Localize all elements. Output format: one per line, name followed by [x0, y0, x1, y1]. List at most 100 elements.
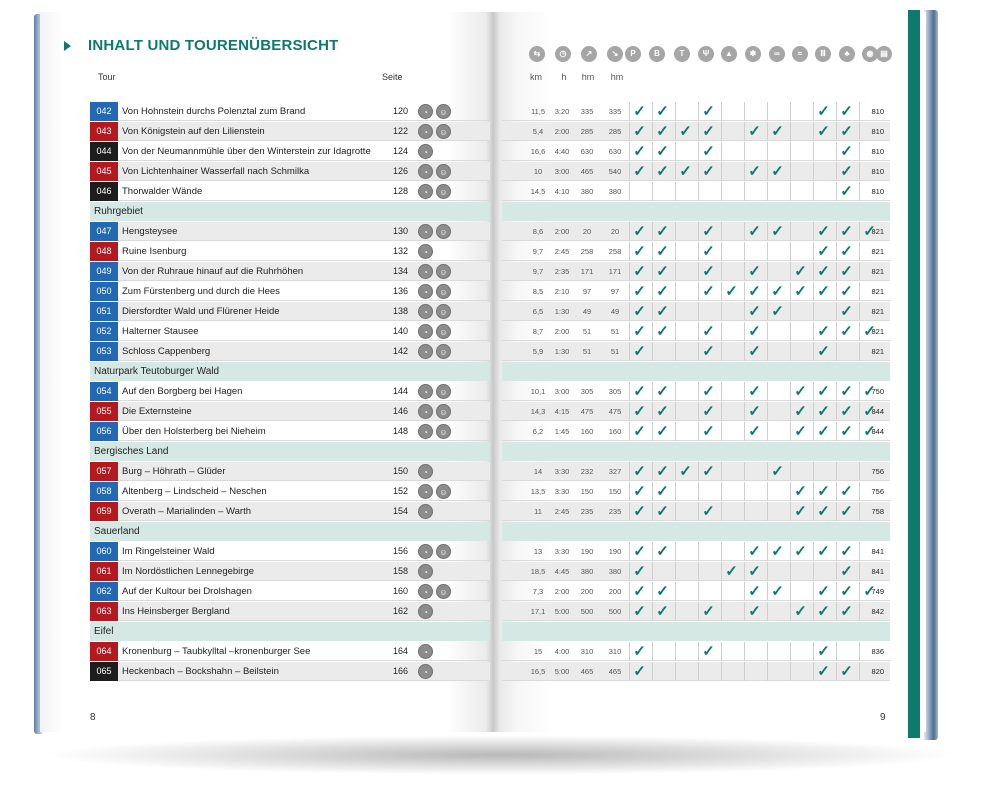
check-icon: ✓ [656, 323, 669, 340]
check-icon: ✓ [817, 103, 830, 120]
row-right: 10 3:00 465 540 ✓ ✓ ✓ ✓ ✓ ✓ ✓ 810 [502, 162, 890, 181]
cell-hours: 1:30 [554, 307, 570, 316]
check-cell [859, 582, 880, 601]
check-cell [675, 582, 696, 601]
check-cell [859, 142, 880, 161]
cell-descent: 310 [608, 647, 622, 656]
check-icon: ✓ [656, 123, 669, 140]
chapter-tab-bar [908, 10, 920, 738]
check-icon: ✓ [817, 263, 830, 280]
check-cell [675, 342, 696, 361]
check-cell [721, 282, 742, 301]
map-icon: ▤ [876, 46, 892, 62]
tour-page: 142 [392, 346, 408, 356]
check-cell [790, 182, 811, 201]
check-icon: ✓ [702, 643, 715, 660]
check-icon: ✓ [840, 663, 853, 680]
bus-icon: B [649, 46, 665, 62]
tour-page: 164 [392, 646, 408, 656]
cell-ascent: 97 [582, 287, 592, 296]
check-cell [721, 302, 742, 321]
kids-icon: ☺ [436, 404, 451, 419]
check-cell [836, 582, 857, 601]
cell-km: 14,5 [530, 187, 546, 196]
check-cell [859, 242, 880, 261]
check-cell [629, 142, 650, 161]
check-cell [629, 642, 650, 661]
table-row: 057 Burg – Höhrath – Glüder 150 ◔ 14 3:30 232 3… [0, 462, 1000, 482]
table-row: 058 Altenberg – Lindscheid – Neschen 152 ◔ ☺… [0, 482, 1000, 502]
tour-name: Von Königstein auf den Lilienstein [122, 126, 265, 137]
region-band-right [502, 442, 890, 461]
cell-descent: 171 [608, 267, 622, 276]
check-cell [698, 542, 719, 561]
check-cell [790, 542, 811, 561]
cell-ascent: 235 [580, 507, 594, 516]
tour-name: Heckenbach – Bockshahn – Beilstein [122, 666, 279, 677]
check-icon: ✓ [817, 663, 830, 680]
tour-name: Von der Neumannmühle über den Winterstei… [122, 146, 371, 157]
tour-number: 061 [90, 562, 118, 581]
tour-page: 162 [392, 606, 408, 616]
check-cell [767, 382, 788, 401]
tour-name: Auf der Kultour bei Drolshagen [122, 586, 252, 597]
check-cell [859, 342, 880, 361]
cell-ascent: 200 [580, 587, 594, 596]
check-cell [675, 222, 696, 241]
check-icon: ✓ [633, 223, 646, 240]
tour-page: 136 [392, 286, 408, 296]
check-icon: ✓ [748, 263, 761, 280]
check-icon: ✓ [840, 263, 853, 280]
check-cell [859, 102, 880, 121]
region-band-left: Ruhrgebiet [90, 202, 490, 221]
tour-number: 045 [90, 162, 118, 181]
check-icon: ✓ [840, 183, 853, 200]
row-left: 059 Overath – Marialinden – Warth 154 ◔ [90, 502, 490, 521]
check-cell [859, 322, 880, 341]
check-cell [675, 102, 696, 121]
tour-number: 046 [90, 182, 118, 201]
check-cell [859, 422, 880, 441]
tour-number: 052 [90, 322, 118, 341]
cell-hours: 4:10 [554, 187, 570, 196]
row-right: 8,6 2:00 20 20 ✓ ✓ ✓ ✓ ✓ ✓ ✓ ✓ 821 [502, 222, 890, 241]
check-cell [652, 342, 673, 361]
map-number: 758 [871, 507, 884, 516]
tour-name: Burg – Höhrath – Glüder [122, 466, 226, 477]
row-right: 16,6 4:40 630 630 ✓ ✓ ✓ ✓ 810 [502, 142, 890, 161]
check-icon: ✓ [633, 143, 646, 160]
check-icon: ✓ [633, 663, 646, 680]
cell-hours: 5:00 [554, 667, 570, 676]
check-cell [675, 162, 696, 181]
check-cell [813, 602, 834, 621]
walk-icon: ◔ [418, 264, 433, 279]
check-icon: ✓ [771, 223, 784, 240]
check-icon: ✓ [656, 303, 669, 320]
check-icon: ✓ [817, 323, 830, 340]
check-cell [859, 302, 880, 321]
check-cell [790, 562, 811, 581]
check-cell [836, 302, 857, 321]
check-cell [744, 462, 765, 481]
table-row: 047 Hengsteysee 130 ◔ ☺ 8,6 2:00 20 20 ✓ ✓ ✓ ✓ ✓ ✓ ✓ ✓ 82… [0, 222, 1000, 242]
check-cell [813, 642, 834, 661]
row-left: 049 Von der Ruhraue hinauf auf die Ruhrhö… [90, 262, 490, 281]
unit-hm-up: hm [581, 72, 595, 82]
check-icon: ✓ [794, 403, 807, 420]
check-cell [652, 322, 673, 341]
cell-descent: 51 [610, 347, 620, 356]
check-icon: ✓ [748, 343, 761, 360]
tour-name: Ruine Isenburg [122, 246, 187, 257]
check-cell [652, 462, 673, 481]
cell-hours: 3:30 [554, 467, 570, 476]
cell-descent: 190 [608, 547, 622, 556]
check-icon: ✓ [656, 503, 669, 520]
check-cell [744, 242, 765, 261]
tour-page: 160 [392, 586, 408, 596]
check-icon: ✓ [817, 423, 830, 440]
tour-page: 144 [392, 386, 408, 396]
check-cell [767, 462, 788, 481]
check-cell [859, 482, 880, 501]
check-cell [836, 322, 857, 341]
check-cell [859, 402, 880, 421]
